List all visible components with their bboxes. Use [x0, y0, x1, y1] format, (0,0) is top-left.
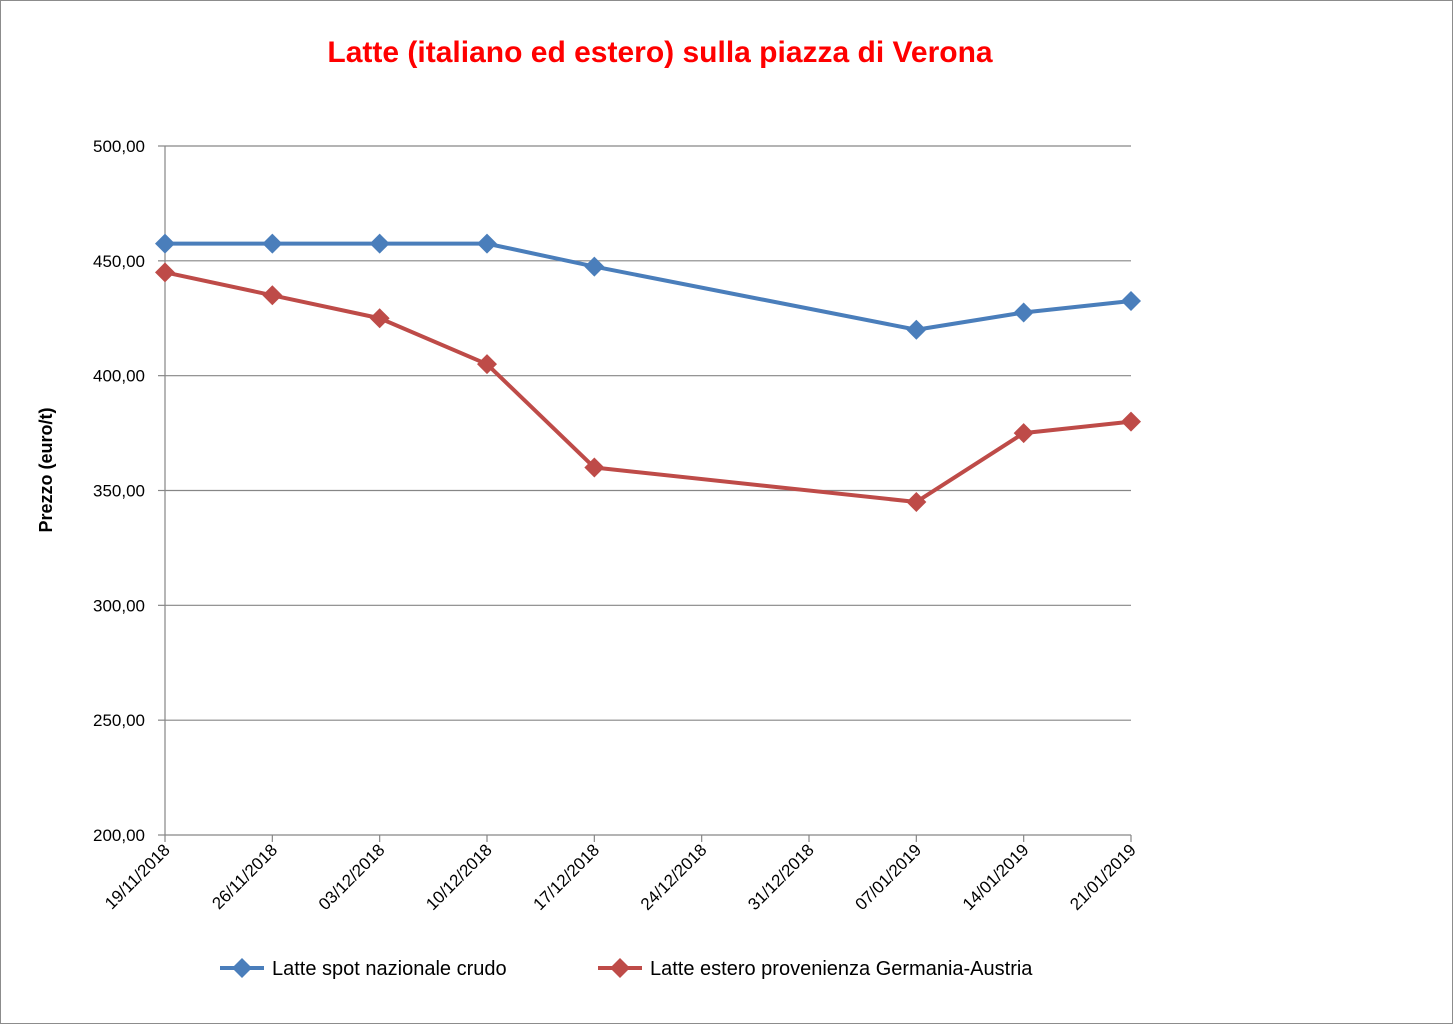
legend-label: Latte spot nazionale crudo	[272, 958, 507, 980]
legend-item: Latte estero provenienza Germania-Austri…	[598, 958, 1033, 980]
y-tick-label: 450,00	[93, 252, 145, 271]
data-point-marker	[369, 308, 390, 329]
x-tick-label: 03/12/2018	[315, 840, 389, 914]
legend-label: Latte estero provenienza Germania-Austri…	[650, 958, 1033, 980]
y-tick-label: 250,00	[93, 711, 145, 730]
y-tick-label: 400,00	[93, 367, 145, 386]
y-tick-label: 500,00	[93, 137, 145, 156]
data-point-marker	[155, 262, 175, 283]
y-tick-label: 200,00	[93, 826, 145, 845]
x-tick-label: 26/11/2018	[208, 840, 281, 913]
data-point-marker	[369, 233, 390, 254]
series-line	[164, 270, 1132, 504]
data-point-marker	[477, 233, 497, 254]
y-axis-label: Prezzo (euro/t)	[36, 407, 56, 532]
series-line	[165, 241, 1132, 332]
data-point-marker	[155, 233, 175, 254]
data-point-marker	[584, 457, 605, 478]
axes	[158, 145, 1132, 842]
x-tick-label: 10/12/2018	[422, 840, 496, 914]
data-point-marker	[262, 233, 283, 254]
data-point-marker	[1013, 423, 1034, 444]
x-tick-labels: 19/11/2018 26/11/2018 03/12/2018 10/12/2018…	[101, 840, 1140, 914]
data-point-marker	[584, 256, 605, 277]
data-point-marker	[1121, 291, 1141, 312]
series-2	[155, 262, 1141, 512]
x-tick-label: 14/01/2019	[959, 840, 1033, 914]
x-tick-label: 24/12/2018	[637, 840, 711, 914]
data-point-marker	[906, 491, 927, 512]
data-point-marker	[1121, 411, 1141, 432]
legend-item: Latte spot nazionale crudo	[220, 958, 507, 980]
x-tick-label: 31/12/2018	[744, 840, 818, 914]
series-1	[155, 233, 1141, 340]
y-tick-label: 300,00	[93, 596, 145, 615]
series	[155, 233, 1141, 512]
data-point-marker	[906, 319, 927, 340]
y-tick-label: 350,00	[93, 482, 145, 501]
x-tick-label: 07/01/2019	[852, 840, 926, 914]
legend-marker	[232, 958, 252, 978]
x-tick-label: 21/01/2019	[1066, 840, 1140, 914]
y-tick-labels: 200,00 250,00 300,00 350,00 400,00 450,00 500,…	[93, 137, 145, 845]
legend-marker	[610, 958, 630, 978]
data-point-marker	[1013, 302, 1034, 323]
x-tick-label: 17/12/2018	[530, 840, 604, 914]
x-tick-label: 19/11/2018	[101, 840, 174, 913]
chart-title: Latte (italiano ed estero) sulla piazza …	[327, 36, 992, 69]
legend: Latte spot nazionale crudo Latte estero p…	[220, 958, 1033, 980]
gridlines	[165, 145, 1131, 721]
data-point-marker	[262, 285, 283, 306]
data-point-marker	[477, 354, 497, 375]
